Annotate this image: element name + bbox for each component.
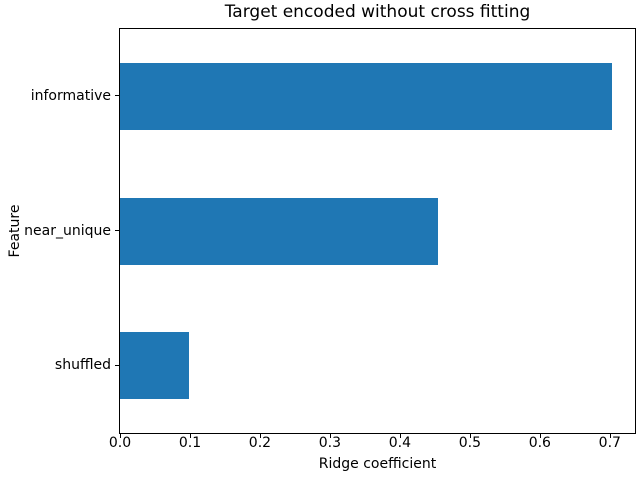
x-tick-mark xyxy=(190,434,191,438)
x-tick-label: 0.2 xyxy=(248,435,272,451)
x-tick-label: 0.7 xyxy=(598,435,621,451)
y-tick-label-near_unique: near_unique xyxy=(24,222,111,239)
bar-shuffled xyxy=(120,332,189,400)
bar-informative xyxy=(120,62,612,130)
x-tick-mark xyxy=(260,434,261,438)
x-tick-label: 0.5 xyxy=(458,435,481,451)
y-tick-mark xyxy=(115,365,119,366)
plot-area xyxy=(119,28,636,434)
y-tick-mark xyxy=(115,230,119,231)
x-tick-label: 0.4 xyxy=(388,435,412,451)
x-tick-mark xyxy=(120,434,121,438)
x-tick-label: 0.1 xyxy=(178,435,202,451)
y-tick-label-shuffled: shuffled xyxy=(54,357,111,374)
chart-title: Target encoded without cross fitting xyxy=(224,2,531,22)
x-tick-mark xyxy=(400,434,401,438)
x-tick-label: 0.6 xyxy=(528,435,551,451)
x-tick-label: 0.0 xyxy=(108,435,132,451)
y-tick-label-informative: informative xyxy=(30,87,111,104)
x-tick-label: 0.3 xyxy=(318,435,342,451)
y-tick-mark xyxy=(115,95,119,96)
x-tick-mark xyxy=(470,434,471,438)
x-tick-mark xyxy=(540,434,541,438)
bar-near_unique xyxy=(120,197,439,265)
x-axis-label: Ridge coefficient xyxy=(318,456,437,472)
x-tick-mark xyxy=(610,434,611,438)
x-tick-mark xyxy=(330,434,331,438)
